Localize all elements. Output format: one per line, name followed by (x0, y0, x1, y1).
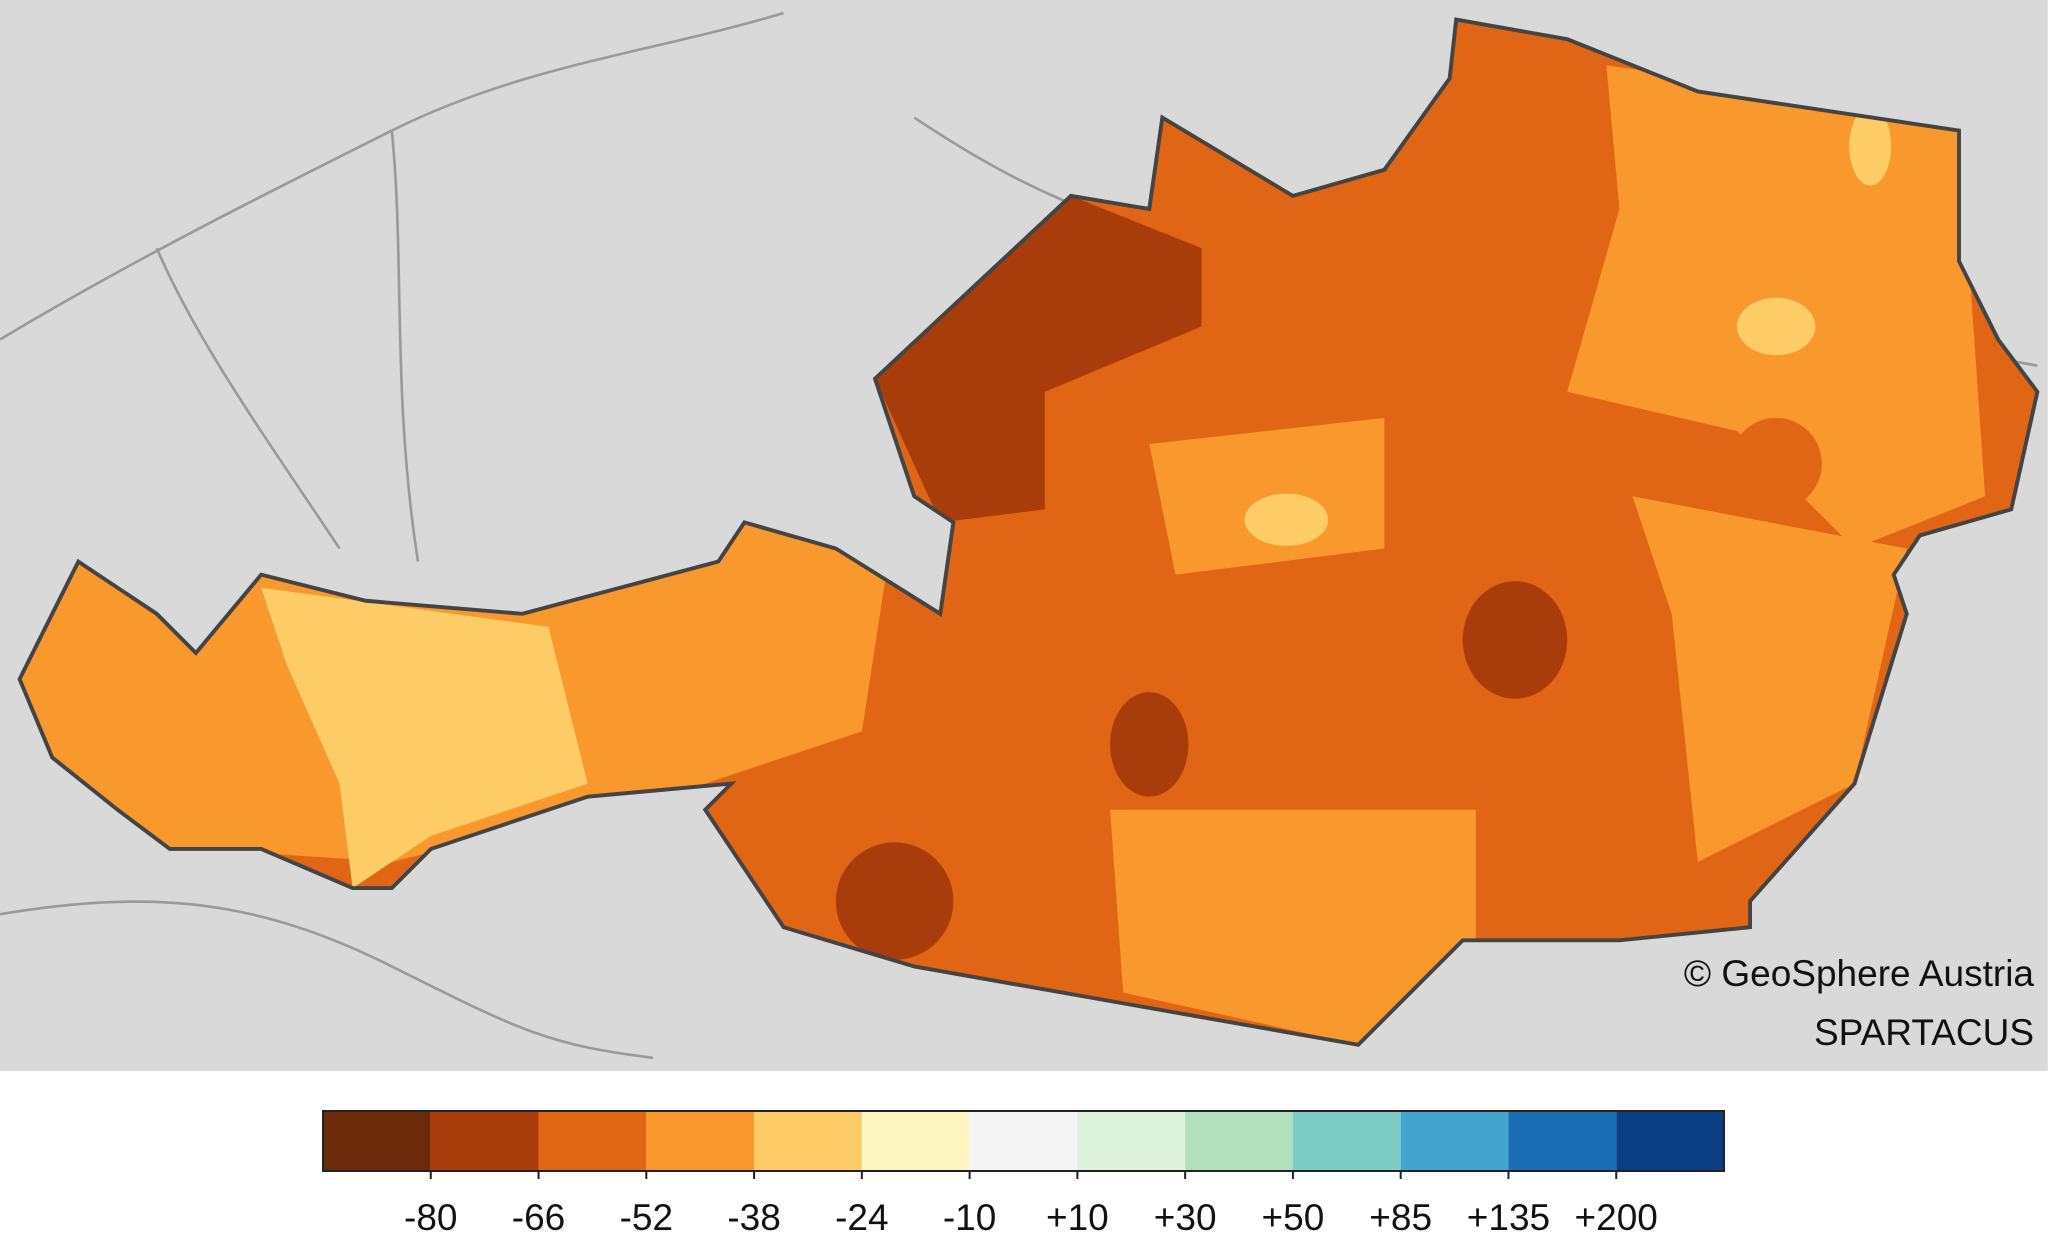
colorbar: -80 -66 -52 -38 -24 -10 +10 +30 +50 +85 +135 +200 (322, 1110, 1725, 1238)
colorbar-tick-label: -80 (404, 1197, 457, 1238)
colorbar-swatch (969, 1111, 1078, 1171)
colorbar-tick-label: +50 (1262, 1197, 1325, 1238)
colorbar-swatch (1400, 1111, 1509, 1171)
colorbar-swatch (430, 1111, 539, 1171)
colorbar-tick-label: -38 (727, 1197, 780, 1238)
colorbar-tick-label: +10 (1046, 1197, 1109, 1238)
colorbar-tick-label: -66 (512, 1197, 565, 1238)
colorbar-swatch (538, 1111, 647, 1171)
colorbar-tick-label: -10 (943, 1197, 996, 1238)
colorbar-swatch (323, 1111, 431, 1171)
colorbar-swatch (1185, 1111, 1293, 1171)
dataset-name: SPARTACUS (1814, 1012, 2034, 1053)
colorbar-tick-label: +200 (1575, 1197, 1658, 1238)
colorbar-tick-label: -24 (835, 1197, 888, 1238)
colorbar-frame (322, 1110, 1725, 1172)
colorbar-tick-label: +30 (1154, 1197, 1217, 1238)
colorbar-tick-label: -52 (620, 1197, 673, 1238)
colorbar-swatch (646, 1111, 755, 1171)
colorbar-swatch (861, 1111, 970, 1171)
colorbar-swatch (1077, 1111, 1186, 1171)
colorbar-swatch (1292, 1111, 1401, 1171)
colorbar-swatch (754, 1111, 862, 1171)
colorbar-tick-label: +135 (1467, 1197, 1550, 1238)
colorbar-swatch (1508, 1111, 1617, 1171)
copyright: © GeoSphere Austria (1684, 953, 2035, 994)
map (0, 0, 2048, 1071)
colorbar-swatch (1616, 1111, 1724, 1171)
colorbar-tick-label: +85 (1369, 1197, 1432, 1238)
